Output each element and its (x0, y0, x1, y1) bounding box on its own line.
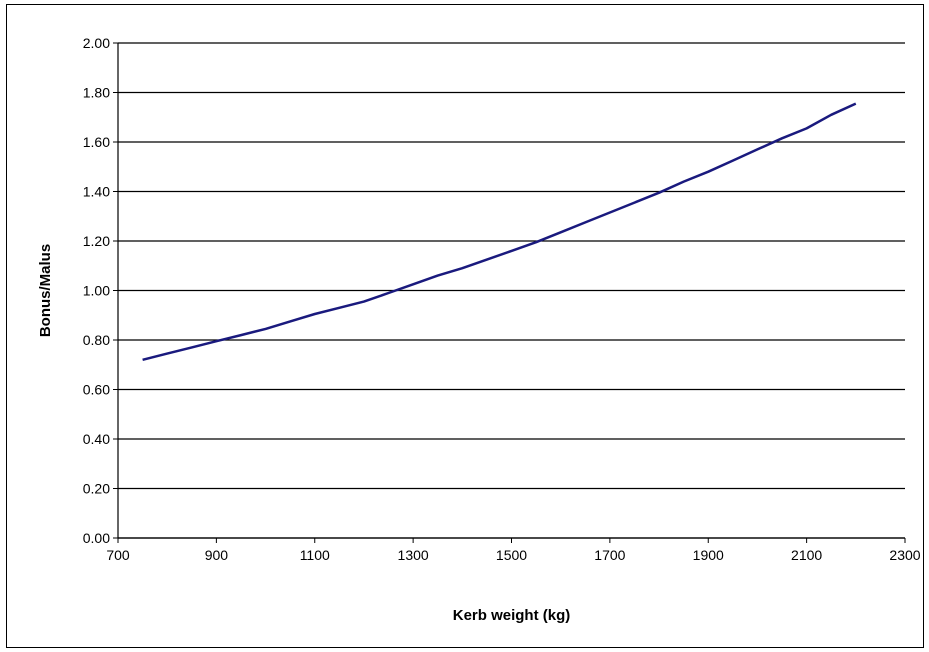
x-tick-label: 1900 (693, 547, 724, 563)
y-tick-label: 1.40 (83, 184, 110, 200)
grid-lines (113, 42, 905, 539)
x-tick-label: 2300 (889, 547, 920, 563)
y-tick-label: 0.00 (83, 530, 110, 546)
y-tick-labels: 0.00 0.20 0.40 0.60 0.80 1.00 1.20 1.40 1.60 1.80… (83, 35, 110, 546)
x-tick-label: 1100 (300, 547, 330, 563)
y-tick-label: 1.60 (83, 134, 110, 150)
y-tick-label: 0.20 (83, 481, 110, 497)
series-group (142, 102, 857, 362)
chart-frame (6, 4, 924, 648)
y-tick-label: 0.80 (83, 332, 110, 348)
x-tick-labels: 700 900 1100 1300 1500 1700 1900 2100 2300 (106, 538, 921, 563)
y-tick-label: 1.00 (83, 283, 110, 299)
x-tick-label: 700 (106, 547, 130, 563)
series-line (142, 102, 857, 362)
y-tick-label: 1.80 (83, 85, 110, 101)
x-tick-label: 2100 (791, 547, 822, 563)
y-tick-label: 2.00 (83, 35, 110, 51)
y-tick-label: 0.40 (83, 431, 110, 447)
x-tick-label: 1500 (496, 547, 527, 563)
x-axis-title: Kerb weight (kg) (453, 607, 571, 624)
x-tick-label: 1700 (594, 547, 625, 563)
y-tick-label: 1.20 (83, 233, 110, 249)
y-tick-label: 0.60 (83, 382, 110, 398)
y-axis-title: Bonus/Malus (37, 244, 54, 337)
x-tick-label: 1300 (398, 547, 429, 563)
x-tick-label: 900 (205, 547, 229, 563)
